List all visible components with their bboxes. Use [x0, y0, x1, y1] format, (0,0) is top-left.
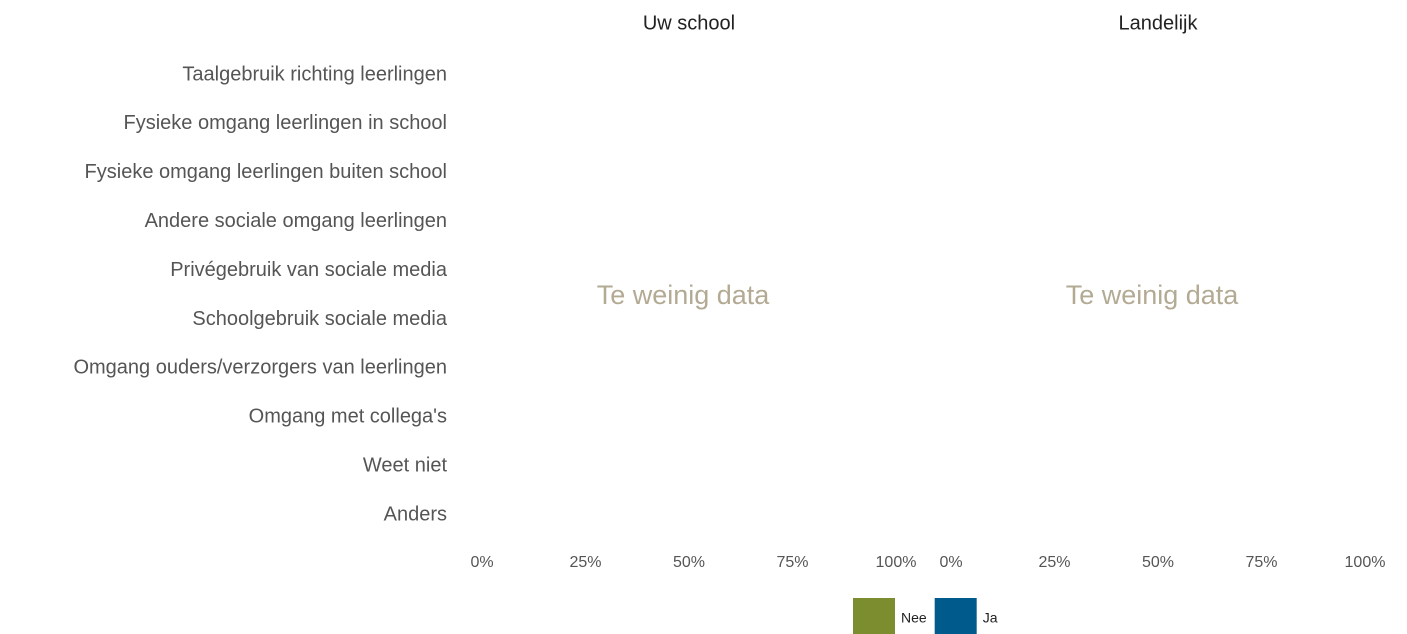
category-label: Fysieke omgang leerlingen in school: [123, 112, 447, 134]
category-label: Fysieke omgang leerlingen buiten school: [85, 161, 447, 183]
category-label: Omgang met collega's: [249, 406, 447, 428]
legend-swatch: [853, 598, 895, 634]
annotation: Te weinig data: [597, 280, 771, 310]
x-tick-label: 0%: [470, 554, 493, 571]
panel-title: Uw school: [643, 12, 735, 34]
category-label: Taalgebruik richting leerlingen: [182, 63, 447, 85]
category-label: Anders: [384, 503, 447, 525]
legend-swatch: [934, 598, 977, 634]
category-label: Privégebruik van sociale media: [170, 259, 448, 281]
category-label: Schoolgebruik sociale media: [192, 308, 447, 330]
category-label: Omgang ouders/verzorgers van leerlingen: [73, 357, 447, 379]
x-tick-label: 0%: [939, 554, 962, 571]
x-tick-label: 50%: [673, 554, 705, 571]
x-tick-label: 50%: [1142, 554, 1174, 571]
annotation: Te weinig data: [1066, 280, 1240, 310]
x-tick-label: 100%: [1345, 554, 1386, 571]
x-tick-label: 25%: [1038, 554, 1070, 571]
x-tick-label: 25%: [569, 554, 601, 571]
legend-label: Nee: [901, 610, 927, 626]
x-tick-label: 75%: [776, 554, 808, 571]
category-label: Weet niet: [363, 454, 448, 476]
x-tick-label: 100%: [876, 554, 917, 571]
legend-label: Ja: [983, 610, 998, 626]
panel-title: Landelijk: [1119, 12, 1199, 34]
category-label: Andere sociale omgang leerlingen: [145, 210, 447, 232]
x-tick-label: 75%: [1245, 554, 1277, 571]
